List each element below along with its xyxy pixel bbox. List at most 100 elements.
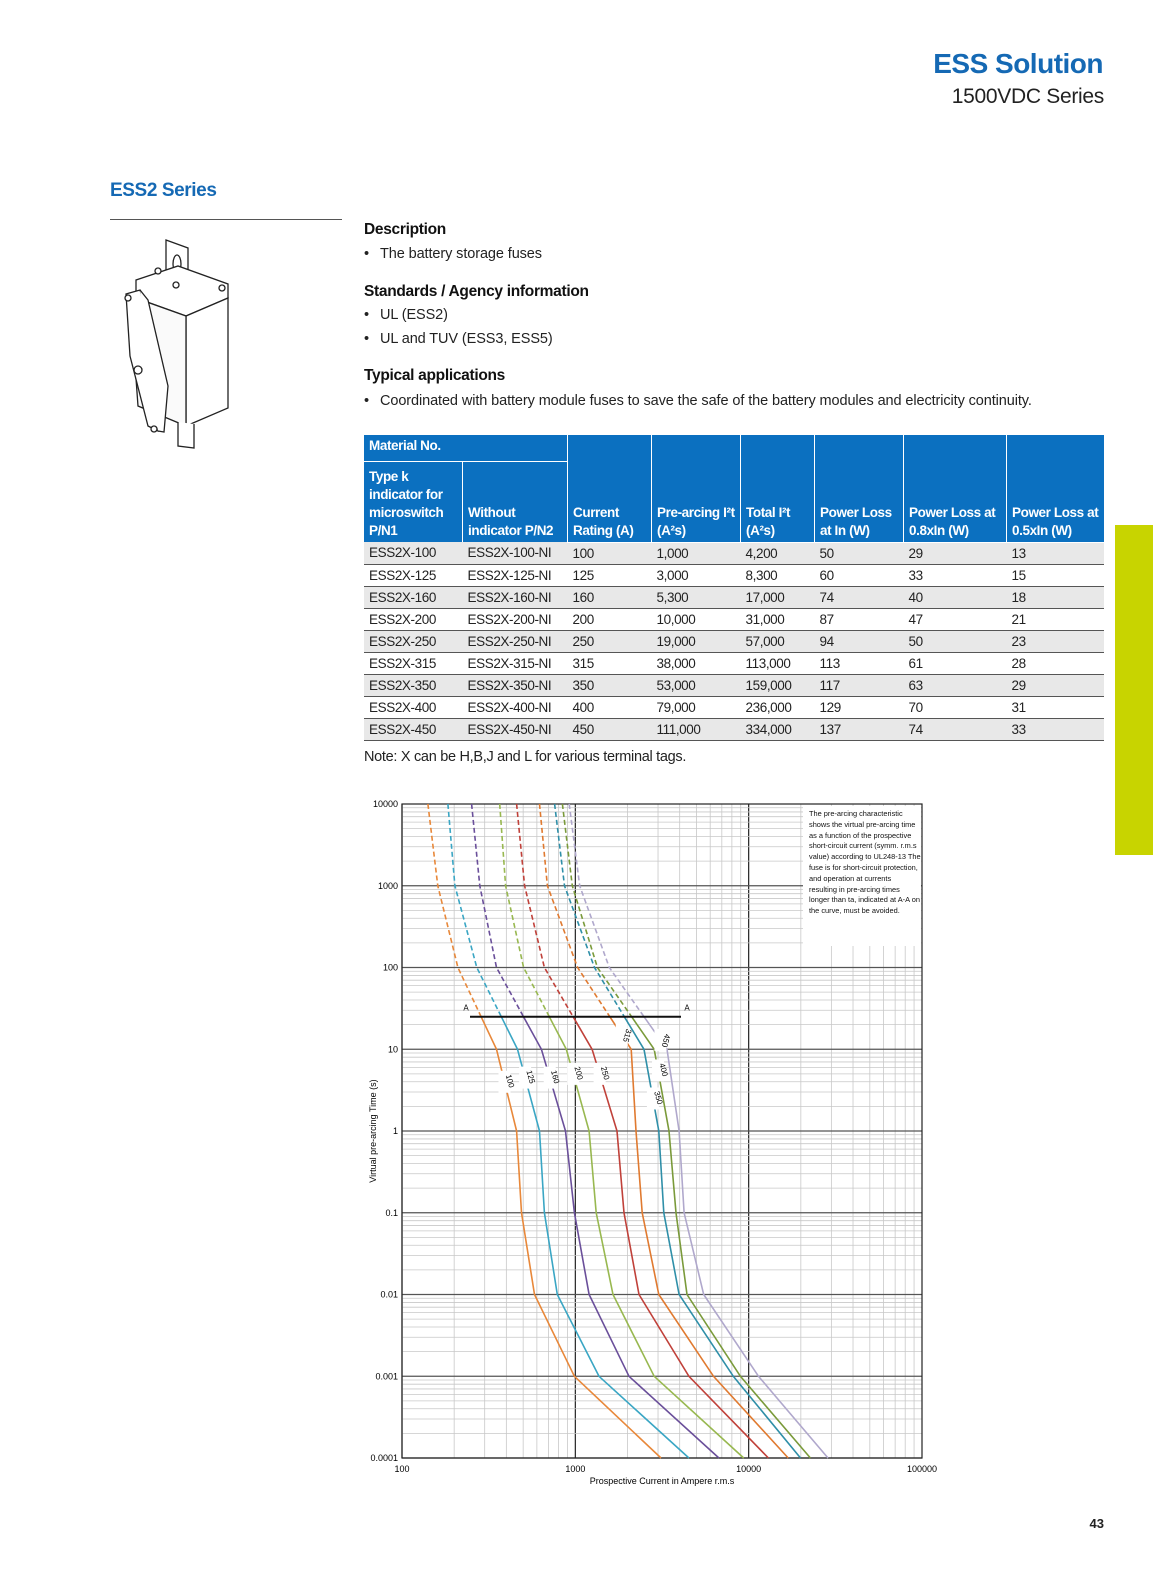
y-tick-label: 10 — [388, 1044, 398, 1054]
fuse-product-image — [124, 239, 229, 449]
table-row: ESS2X-315 ESS2X-315-NI 315 38,000 113,000 113… — [364, 652, 1104, 675]
table-cell: 21 — [1006, 608, 1104, 631]
curve-label-bg — [615, 1023, 628, 1046]
description-bullet: The battery storage fuses — [364, 246, 542, 262]
table-cell: ESS2X-160-NI — [462, 586, 568, 609]
curve-label: 100 — [504, 1074, 516, 1090]
table-row: ESS2X-200 ESS2X-200-NI 200 10,000 31,000 87 47… — [364, 608, 1104, 631]
table-cell: 111,000 — [651, 718, 741, 741]
table-cell: ESS2X-400 — [364, 696, 463, 719]
table-cell: 40 — [903, 586, 1007, 609]
aa-label-right: A — [684, 1004, 690, 1013]
table-cell: 29 — [903, 542, 1007, 565]
table-cell: 113,000 — [740, 652, 815, 675]
y-tick-label: 100 — [383, 963, 398, 973]
table-cell: 50 — [814, 542, 904, 565]
table-cell: ESS2X-315-NI — [462, 652, 568, 675]
chart-annotation: The pre-arcing characteristic shows the … — [809, 809, 921, 917]
table-header: Power Loss at In (W) — [814, 435, 904, 543]
standards-bullet: UL and TUV (ESS3, ESS5) — [364, 331, 553, 347]
table-cell: 47 — [903, 608, 1007, 631]
curve-350-dashed — [553, 803, 625, 1018]
table-cell: 50 — [903, 630, 1007, 653]
curve-315-dashed — [538, 803, 611, 1018]
table-cell: 125 — [567, 564, 652, 587]
y-tick-label: 1 — [393, 1126, 398, 1136]
table-header: Total I²t (A²s) — [740, 435, 815, 543]
table-cell: 4,200 — [740, 542, 815, 565]
table-cell: ESS2X-100-NI — [462, 542, 568, 565]
x-tick-label: 100 — [394, 1464, 409, 1474]
applications-bullet: Coordinated with battery module fuses to… — [364, 393, 1032, 409]
x-axis-label: Prospective Current in Ampere r.m.s — [590, 1476, 735, 1486]
table-row: ESS2X-450 ESS2X-450-NI 450 111,000 334,000 13… — [364, 718, 1104, 741]
table-cell: 18 — [1006, 586, 1104, 609]
table-cell: ESS2X-315 — [364, 652, 463, 675]
table-cell: 200 — [567, 608, 652, 631]
table-cell: 137 — [814, 718, 904, 741]
series-title: ESS2 Series — [110, 180, 217, 201]
curve-400-dashed — [561, 803, 633, 1018]
y-tick-label: 1000 — [378, 881, 398, 891]
table-header: Without indicator P/N2 — [462, 461, 568, 542]
table-cell: ESS2X-400-NI — [462, 696, 568, 719]
y-tick-label: 0.0001 — [370, 1453, 398, 1463]
table-cell: 38,000 — [651, 652, 741, 675]
table-row: ESS2X-400 ESS2X-400-NI 400 79,000 236,000 129… — [364, 696, 1104, 719]
table-cell: 117 — [814, 674, 904, 697]
table-cell: 8,300 — [740, 564, 815, 587]
table-cell: 160 — [567, 586, 652, 609]
table-cell: ESS2X-350-NI — [462, 674, 568, 697]
curve-label: 200 — [572, 1066, 584, 1082]
table-cell: 31,000 — [740, 608, 815, 631]
curve-400 — [630, 1016, 812, 1459]
curve-350 — [623, 1016, 802, 1459]
curve-label: 160 — [549, 1069, 561, 1085]
table-cell: 70 — [903, 696, 1007, 719]
curve-label-bg — [543, 1066, 556, 1089]
table-cell: ESS2X-450 — [364, 718, 463, 741]
aa-label-left: A — [463, 1004, 469, 1013]
table-cell: 3,000 — [651, 564, 741, 587]
table-cell: 74 — [814, 586, 904, 609]
curve-200 — [548, 1016, 745, 1459]
table-cell: 33 — [1006, 718, 1104, 741]
curve-160-dashed — [470, 803, 525, 1018]
curve-125-dashed — [447, 803, 503, 1018]
table-cell: ESS2X-125 — [364, 564, 463, 587]
plot-frame — [401, 803, 923, 1459]
table-note: Note: X can be H,B,J and L for various t… — [364, 749, 687, 765]
curve-100 — [480, 1016, 662, 1459]
table-cell: 113 — [814, 652, 904, 675]
curve-label-bg — [652, 1059, 665, 1082]
table-cell: 60 — [814, 564, 904, 587]
table-header: Type k indicator for microswitch P/N1 — [364, 461, 463, 542]
curve-label-bg — [646, 1087, 659, 1110]
table-row: ESS2X-160 ESS2X-160-NI 160 5,300 17,000 74 40 1… — [364, 586, 1104, 609]
description-heading: Description — [364, 221, 446, 238]
table-cell: 350 — [567, 674, 652, 697]
curve-label: 315 — [621, 1028, 633, 1044]
table-cell: ESS2X-100 — [364, 542, 463, 565]
table-group-header: Material No. — [364, 435, 568, 462]
table-cell: ESS2X-350 — [364, 674, 463, 697]
table-cell: 100 — [567, 542, 652, 565]
table-header: Power Loss at 0.5xIn (W) — [1006, 435, 1104, 543]
curve-label-bg — [498, 1070, 511, 1093]
curve-label-bg — [519, 1066, 532, 1089]
y-tick-label: 0.01 — [380, 1290, 398, 1300]
table-cell: 74 — [903, 718, 1007, 741]
curve-250 — [572, 1016, 769, 1459]
page-number: 43 — [1089, 1516, 1104, 1531]
table-cell: 61 — [903, 652, 1007, 675]
table-cell: 5,300 — [651, 586, 741, 609]
table-cell: 31 — [1006, 696, 1104, 719]
header-title: ESS Solution — [933, 48, 1103, 79]
y-tick-label: 0.001 — [375, 1371, 398, 1381]
table-cell: ESS2X-450-NI — [462, 718, 568, 741]
table-cell: 17,000 — [740, 586, 815, 609]
curve-label-bg — [593, 1062, 606, 1085]
table-cell: 87 — [814, 608, 904, 631]
curve-label: 450 — [660, 1033, 672, 1049]
x-tick-label: 10000 — [736, 1464, 761, 1474]
